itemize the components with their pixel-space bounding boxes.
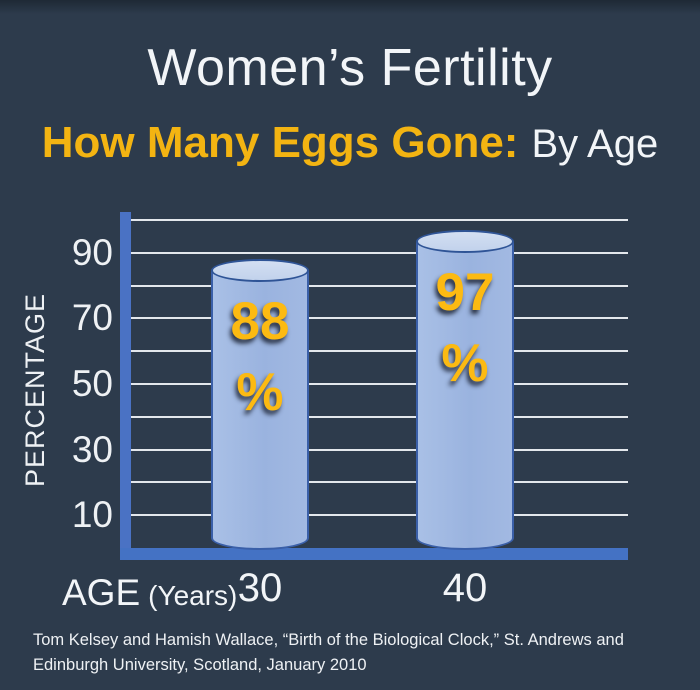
gridline-80 — [131, 284, 628, 287]
gridline-100 — [131, 219, 628, 221]
bar-value-label: 97% — [416, 257, 514, 399]
x-axis-title-unit: (Years) — [148, 580, 238, 611]
y-tick-label-70: 70 — [71, 297, 113, 339]
bar-age-30: 88% — [211, 259, 309, 550]
y-axis-title-wrap: PERCENTAGE — [18, 270, 52, 510]
y-tick-label-90: 90 — [71, 231, 113, 273]
bar-top-ellipse — [211, 259, 309, 283]
page-title: Women’s Fertility — [147, 39, 553, 97]
gridline-20 — [131, 481, 628, 484]
bar-body — [416, 240, 514, 550]
bar-value-unit: % — [236, 363, 284, 423]
subtitle-rest: By Age — [531, 122, 659, 166]
bar-top-ellipse — [416, 229, 514, 253]
gridline-10 — [131, 514, 628, 517]
source-citation: Tom Kelsey and Hamish Wallace, “Birth of… — [33, 631, 624, 674]
gridline-40 — [131, 415, 628, 418]
y-tick-label-10: 10 — [71, 494, 113, 536]
bar-body — [211, 270, 309, 550]
bar-age-40: 97% — [416, 229, 514, 550]
x-category-label-30: 30 — [237, 566, 283, 610]
bar-value-number: 88 — [230, 292, 290, 352]
y-axis-title: PERCENTAGE — [19, 292, 50, 488]
y-tick-label-50: 50 — [71, 363, 113, 404]
x-axis-title-label: AGE — [62, 572, 141, 613]
gridline-90 — [131, 251, 628, 254]
y-tick-label-30: 30 — [71, 428, 113, 470]
top-strip — [0, 0, 700, 14]
y-axis-line — [120, 212, 131, 560]
bar-value-unit: % — [441, 333, 489, 393]
gridline-50 — [131, 383, 628, 385]
bar-value-label: 88% — [211, 286, 309, 428]
subtitle-highlight: How Many Eggs Gone: — [41, 118, 519, 167]
x-axis-title: AGE (Years) — [62, 572, 237, 614]
gridline-30 — [131, 448, 628, 451]
gridline-70 — [131, 317, 628, 320]
bar-value-number: 97 — [435, 262, 495, 322]
x-axis-line — [120, 548, 628, 560]
subtitle: How Many Eggs Gone: By Age — [0, 118, 700, 168]
gridline-60 — [131, 350, 628, 353]
x-category-label-40: 40 — [442, 566, 488, 610]
